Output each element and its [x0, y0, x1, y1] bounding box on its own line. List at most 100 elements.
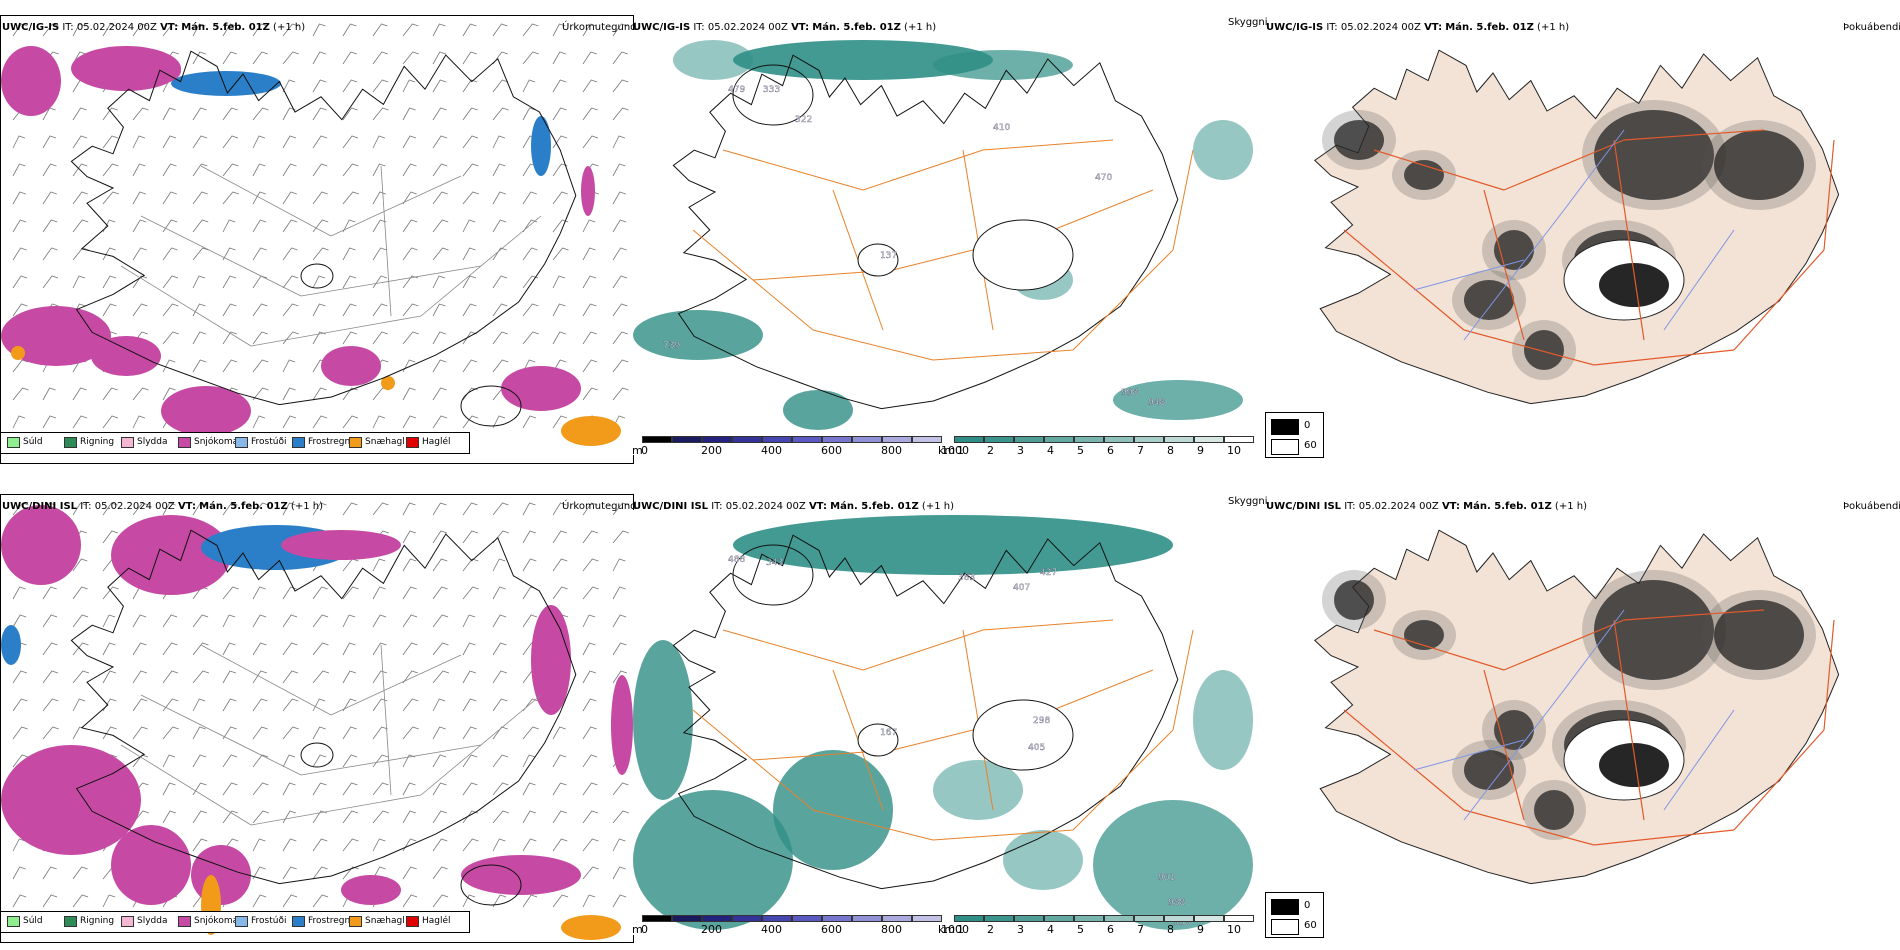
- legend-swatch-rigning: [64, 437, 77, 448]
- precip-map-row1: [0, 15, 634, 464]
- visibility-colorbar-row2: m 0 200 400 600 800 1000 km 1 2 3 4 5 6 7 8 9 10: [632, 915, 1262, 936]
- legend-swatch-súld: [7, 437, 20, 448]
- visibility-km-bin: [1104, 436, 1134, 443]
- legend-swatch-snjókoma: [178, 437, 191, 448]
- legend-swatch-slydda: [121, 916, 134, 927]
- visibility-km-bin: [1224, 436, 1254, 443]
- visibility-m-tick: 0: [641, 923, 648, 936]
- fog-legend-max-label: 0: [1304, 420, 1311, 431]
- visibility-km-bin: [1014, 915, 1044, 922]
- visibility-value-label: 488: [728, 555, 745, 565]
- visibility-km-bin: [1134, 915, 1164, 922]
- precip-map-row2: [0, 494, 634, 943]
- legend-label-snæhagl: Snæhagl: [365, 437, 405, 447]
- legend-label-haglél: Haglél: [422, 437, 451, 447]
- visibility-value-label: 410: [993, 123, 1010, 133]
- visibility-value-label: 948: [1148, 398, 1165, 408]
- legend-swatch-snæhagl: [349, 437, 362, 448]
- fog-map-canvas: [1264, 30, 1900, 455]
- visibility-km-tick: 8: [1167, 923, 1174, 936]
- legend-swatch-snjókoma: [178, 916, 191, 927]
- visibility-m-bin: [792, 915, 822, 922]
- visibility-km-bin: [1074, 436, 1104, 443]
- visibility-m-bin: [912, 436, 942, 443]
- visibility-km-tick: 7: [1137, 923, 1144, 936]
- visibility-map-row1: 479 333 322 410 137 998 948 470 739: [633, 30, 1263, 455]
- visibility-m-bin: [672, 915, 702, 922]
- visibility-km-tick: 4: [1047, 444, 1054, 457]
- visibility-km-bin: [1224, 915, 1254, 922]
- visibility-m-tick: 600: [821, 444, 842, 457]
- visibility-km-bin: [1164, 915, 1194, 922]
- visibility-km-tick: 8: [1167, 444, 1174, 457]
- visibility-km-tick: 3: [1017, 923, 1024, 936]
- visibility-m-tick: 200: [701, 923, 722, 936]
- legend-swatch-frostúði: [235, 437, 248, 448]
- legend-swatch-frostregn: [292, 916, 305, 927]
- legend-label-haglél: Haglél: [422, 916, 451, 926]
- visibility-km-tick: 10: [1227, 444, 1241, 457]
- visibility-km-tick: 5: [1077, 923, 1084, 936]
- precip-header-row1: UWC/IG-IS IT: 05.02.2024 00Z VT: Mán. 5.…: [2, 22, 306, 33]
- visibility-value-label: 167: [880, 728, 897, 738]
- visibility-map-row2: 488 343 383 407 427 167 298 405 901 988 958: [633, 510, 1263, 935]
- visibility-m-tick: 600: [821, 923, 842, 936]
- legend-swatch-haglél: [406, 916, 419, 927]
- visibility-m-bin: [672, 436, 702, 443]
- fog-header-row2: UWC/DINI ISL IT: 05.02.2024 00Z VT: Mán.…: [1266, 501, 1587, 512]
- visibility-km-tick: 1: [957, 923, 964, 936]
- legend-swatch-súld: [7, 916, 20, 927]
- visibility-m-unit: m: [632, 444, 643, 457]
- visibility-value-label: 343: [766, 558, 783, 568]
- legend-label-frostúði: Frostúði: [251, 437, 287, 447]
- visibility-km-bin: [1104, 915, 1134, 922]
- precip-type-title-row2: Úrkomutegund: [562, 501, 637, 512]
- legend-label-frostúði: Frostúði: [251, 916, 287, 926]
- visibility-value-label: 405: [1028, 743, 1045, 753]
- visibility-m-tick: 800: [881, 444, 902, 457]
- visibility-value-label: 958: [1173, 918, 1190, 928]
- fog-legend-max-label: 0: [1304, 900, 1311, 911]
- fog-legend-min-label: 60: [1304, 920, 1317, 931]
- visibility-km-bin: [1164, 436, 1194, 443]
- visibility-km-bin: [954, 915, 984, 922]
- precip-header-row2: UWC/DINI ISL IT: 05.02.2024 00Z VT: Mán.…: [2, 501, 323, 512]
- legend-label-frostregn: Frostregn: [308, 916, 351, 926]
- precip-legend-row1: Súld Rigning Slydda Snjókoma Frostúði Frostre…: [0, 432, 470, 454]
- fog-legend-row1: 0 60: [1265, 412, 1324, 458]
- visibility-m-bin: [642, 436, 672, 443]
- visibility-km-tick: 10: [1227, 923, 1241, 936]
- fog-legend-max-swatch: [1271, 419, 1299, 435]
- visibility-m-bin: [702, 915, 732, 922]
- visibility-value-label: 333: [763, 85, 780, 95]
- visibility-value-label: 383: [958, 573, 975, 583]
- visibility-value-label: 739: [663, 341, 680, 351]
- legend-swatch-frostúði: [235, 916, 248, 927]
- fog-legend-min-swatch: [1271, 919, 1299, 935]
- visibility-value-label: 427: [1040, 568, 1057, 578]
- legend-swatch-snæhagl: [349, 916, 362, 927]
- visibility-m-tick: 1000: [941, 923, 969, 936]
- visibility-km-bin: [1014, 436, 1044, 443]
- visibility-title-row2: Skyggni: [1228, 496, 1268, 507]
- visibility-value-label: 988: [1168, 898, 1185, 908]
- fog-legend-row2: 0 60: [1265, 892, 1324, 938]
- legend-swatch-frostregn: [292, 437, 305, 448]
- visibility-km-bin: [1044, 915, 1074, 922]
- fog-title-row1: Þokuábendi: [1843, 22, 1900, 33]
- visibility-km-unit: km: [938, 923, 956, 936]
- legend-label-slydda: Slydda: [137, 916, 168, 926]
- visibility-km-tick: 3: [1017, 444, 1024, 457]
- legend-label-snjókoma: Snjókoma: [194, 437, 239, 447]
- fog-legend-max-swatch: [1271, 899, 1299, 915]
- visibility-km-tick: 9: [1197, 923, 1204, 936]
- legend-label-rigning: Rigning: [80, 916, 115, 926]
- visibility-m-bin: [882, 915, 912, 922]
- visibility-km-tick: 6: [1107, 444, 1114, 457]
- precip-map-canvas: [1, 16, 633, 463]
- visibility-km-tick: 7: [1137, 444, 1144, 457]
- visibility-value-label: 298: [1033, 716, 1050, 726]
- legend-swatch-slydda: [121, 437, 134, 448]
